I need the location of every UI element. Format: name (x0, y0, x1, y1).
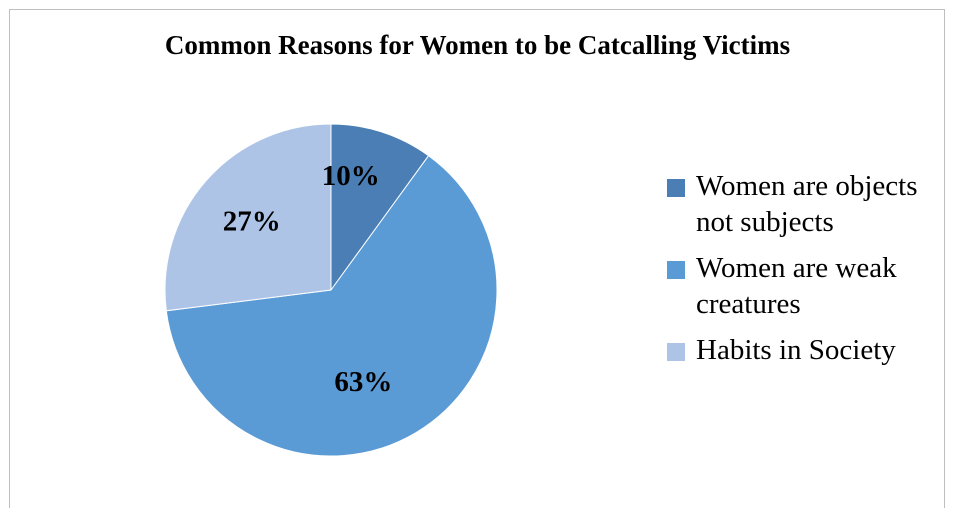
legend: Women are objects not subjects Women are… (665, 168, 950, 378)
legend-swatch-habits (667, 343, 685, 361)
legend-label-habits: Habits in Society (696, 334, 896, 366)
pie-slice-objects (330, 123, 430, 292)
chart-title: Common Reasons for Women to be Catcallin… (164, 30, 791, 60)
legend-label-objects: Women are objects not subjects (696, 170, 918, 238)
legend-swatch-weak (667, 261, 685, 279)
legend-item-habits: Habits in Society (665, 332, 950, 368)
legend-swatch-objects (667, 179, 685, 197)
pie-label-habits: 27% (223, 206, 281, 238)
legend-item-objects: Women are objects not subjects (665, 168, 950, 240)
legend-label-weak: Women are weak creatures (696, 252, 897, 320)
pie-slice-weak (165, 155, 498, 457)
pie-label-weak: 63% (334, 366, 392, 398)
pie-label-objects: 10% (322, 160, 380, 192)
legend-item-weak: Women are weak creatures (665, 250, 950, 322)
pie-slice-habits (164, 123, 332, 312)
